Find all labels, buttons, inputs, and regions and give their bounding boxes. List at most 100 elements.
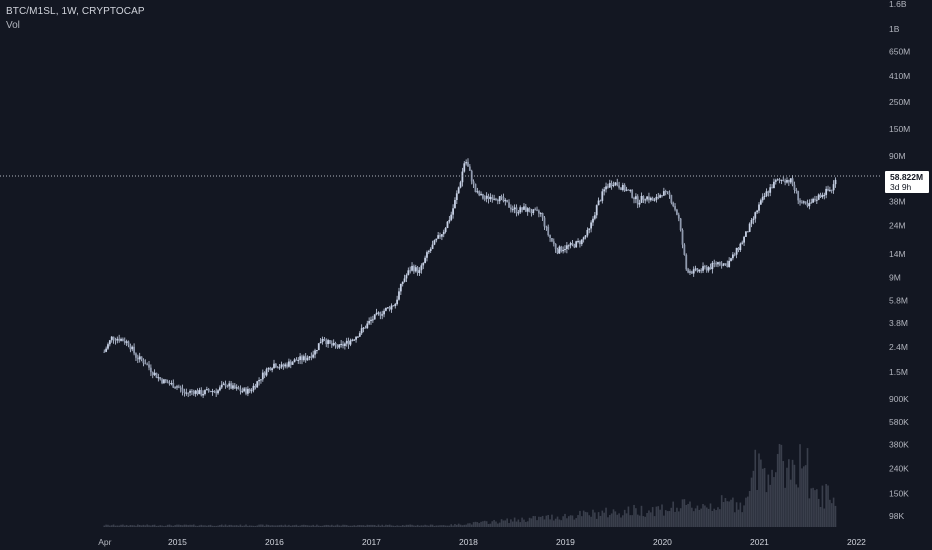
candle-body	[493, 198, 496, 200]
volume-bar	[248, 525, 251, 527]
candle-body	[731, 254, 734, 259]
volume-bar	[282, 525, 285, 527]
volume-bar	[331, 524, 333, 527]
volume-bar	[618, 513, 620, 527]
volume-bar	[267, 524, 270, 527]
volume-bar	[107, 524, 109, 527]
volume-bar	[633, 504, 635, 527]
candle-body	[444, 228, 447, 232]
candle-body	[773, 181, 775, 189]
volume-bar	[726, 501, 729, 527]
volume-bar	[761, 468, 764, 527]
candle-body	[547, 226, 550, 236]
volume-bar	[608, 515, 611, 527]
volume-bar	[409, 524, 411, 527]
candle-body	[801, 202, 803, 204]
candle-body	[810, 202, 813, 204]
candle-body	[629, 189, 632, 191]
candle-body	[735, 247, 738, 255]
volume-bar	[327, 524, 329, 527]
candle-body	[623, 184, 626, 191]
candle-body	[718, 262, 721, 265]
volume-bar	[442, 525, 445, 527]
volume-bar	[433, 525, 436, 527]
candle-body	[640, 195, 643, 203]
candle-body	[793, 184, 796, 190]
volume-bar	[202, 525, 204, 527]
candle-body	[375, 312, 378, 315]
candle-body	[636, 196, 639, 205]
volume-bar	[360, 525, 363, 527]
volume-bar	[530, 518, 533, 527]
candle-body	[815, 199, 818, 201]
candle-body	[280, 364, 283, 368]
volume-bar	[571, 515, 574, 527]
volume-bar	[116, 525, 119, 527]
volume-bar	[362, 525, 365, 527]
candle-body	[390, 305, 393, 310]
candle-body	[771, 187, 773, 189]
candle-body	[317, 343, 320, 351]
candle-body	[491, 197, 494, 200]
volume-bar	[562, 516, 564, 527]
volume-bar	[476, 522, 479, 527]
candle-body	[739, 243, 742, 251]
candle-body	[551, 238, 553, 242]
candle-body	[161, 379, 163, 384]
candle-body	[146, 364, 149, 366]
price-tick-label: 9M	[889, 272, 901, 282]
candle-body	[754, 212, 757, 219]
volume-bar	[802, 466, 805, 527]
candle-body	[746, 231, 749, 233]
volume-bar	[254, 525, 257, 527]
candle-body	[567, 245, 570, 247]
candle-body	[198, 389, 201, 395]
candle-body	[521, 207, 523, 210]
candle-body	[480, 193, 482, 196]
candle-body	[763, 195, 766, 197]
volume-bar	[580, 516, 583, 527]
volume-bar	[816, 489, 818, 527]
candle-body	[728, 260, 731, 267]
candle-body	[664, 191, 667, 193]
candle-body	[765, 191, 768, 196]
candle-body	[502, 197, 505, 202]
volume-bar	[666, 511, 669, 527]
volume-bar	[428, 525, 430, 527]
volume-bar	[316, 524, 318, 527]
candle-body	[342, 343, 344, 346]
candle-body	[435, 238, 438, 241]
candle-body	[235, 387, 238, 389]
candle-body	[353, 339, 356, 341]
candle-body	[392, 305, 395, 307]
volume-bar	[400, 525, 402, 527]
candle-body	[672, 202, 675, 207]
volume-bar	[232, 525, 234, 527]
candle-body	[774, 180, 777, 182]
volume-bar	[804, 465, 807, 527]
candle-body	[605, 186, 607, 190]
candle-body	[797, 191, 800, 201]
candle-body	[676, 209, 678, 215]
volume-bar	[579, 510, 581, 527]
volume-bar	[827, 485, 829, 527]
candle-body	[371, 319, 374, 321]
candle-body	[677, 214, 680, 219]
candle-body	[420, 265, 423, 271]
volume-bar	[450, 524, 453, 527]
volume-bar	[284, 524, 286, 527]
candle-body	[517, 212, 520, 214]
candle-body	[510, 207, 512, 210]
candle-body	[545, 226, 548, 228]
candle-body	[541, 213, 544, 218]
candle-body	[304, 356, 307, 361]
volume-bar	[545, 515, 548, 527]
candle-body	[370, 319, 372, 321]
price-tick-label: 90M	[889, 151, 906, 161]
volume-bar	[564, 513, 566, 527]
volume-bar	[636, 514, 639, 527]
volume-bar	[704, 505, 706, 527]
volume-bar	[737, 509, 740, 527]
time-tick-label: 2022	[847, 537, 866, 547]
